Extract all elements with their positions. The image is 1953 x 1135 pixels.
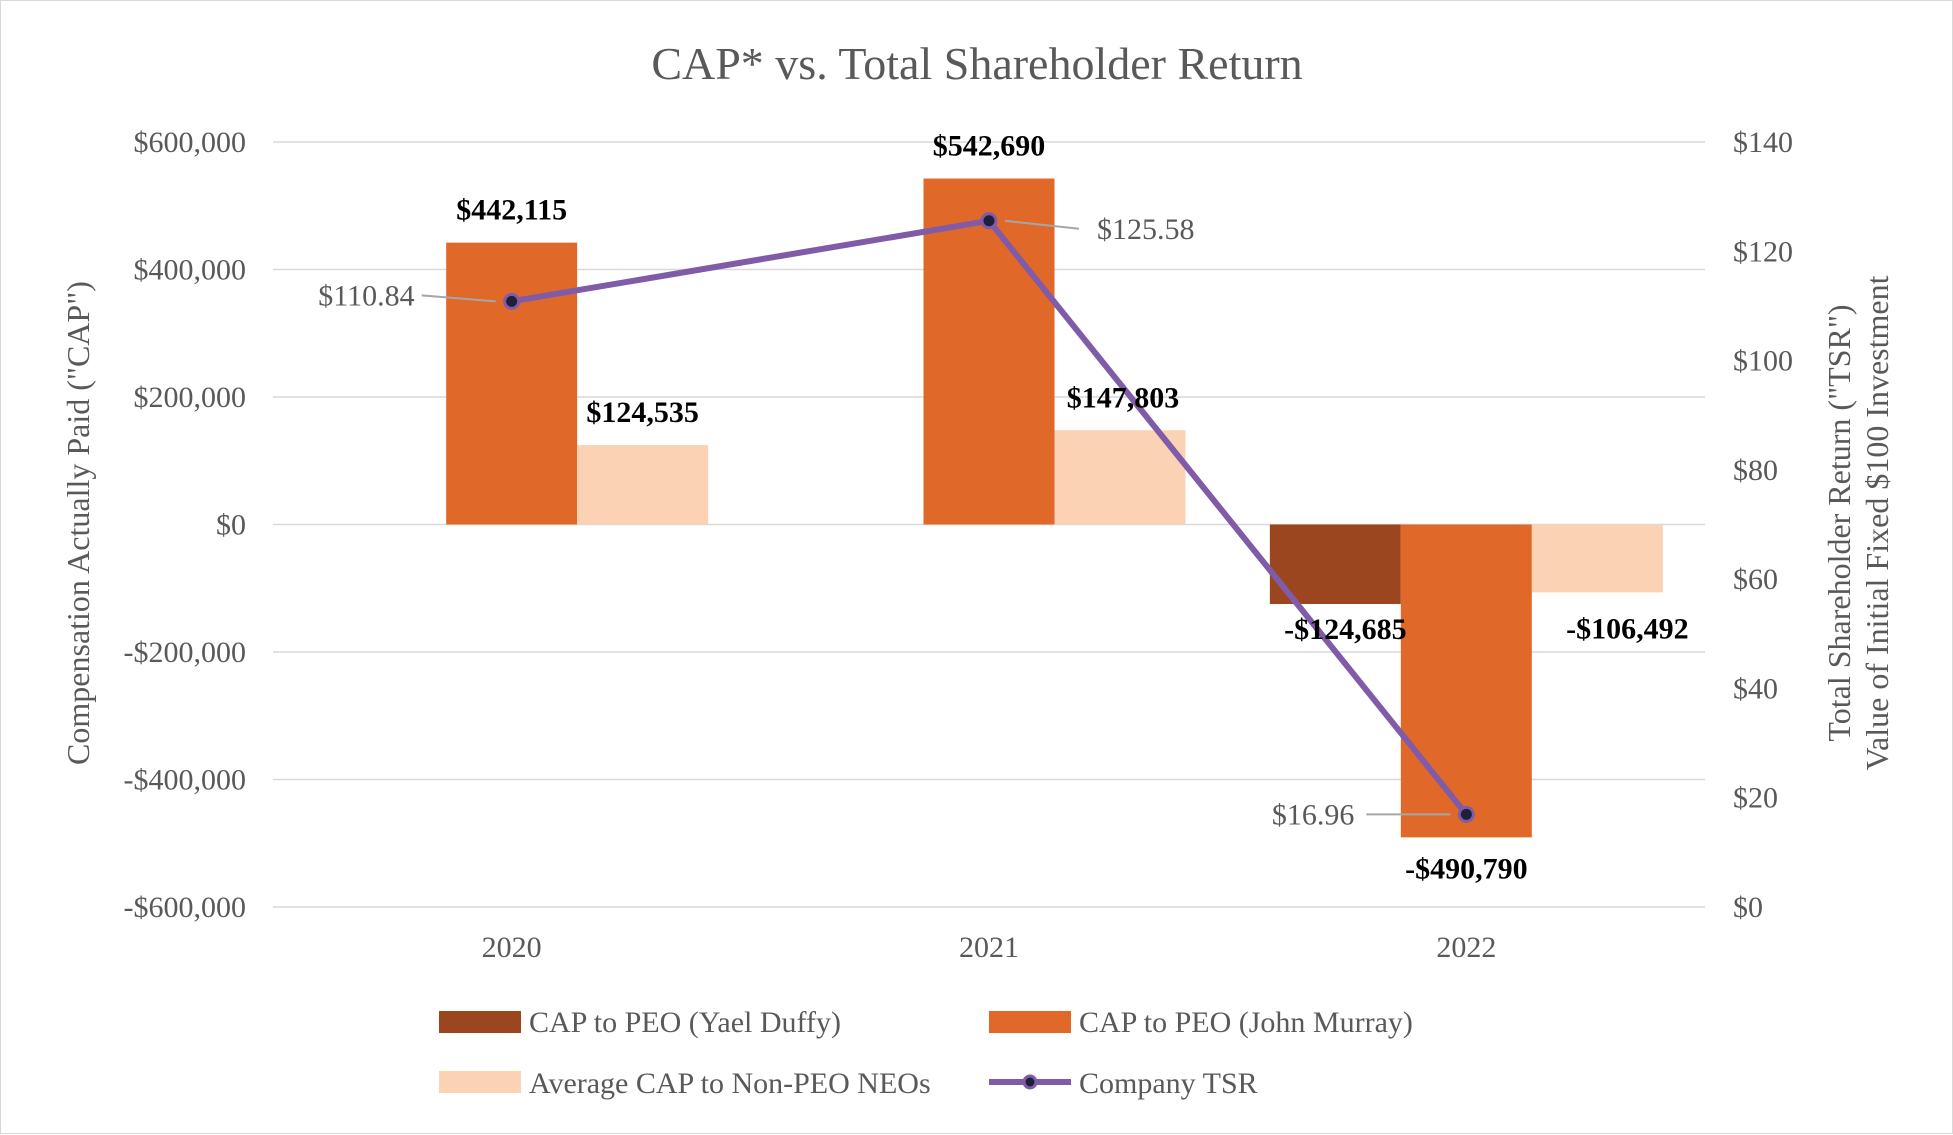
right-axis-ticks: $140 $120 $100 $80 $60 $40 $20 $0 — [1733, 126, 1793, 924]
y-tick-label: $600,000 — [134, 126, 247, 159]
legend-swatch-john-murray — [989, 1011, 1071, 1033]
y2-axis-title-line2: Value of Initial Fixed $100 Investment — [1859, 275, 1895, 770]
bar — [577, 445, 709, 525]
y2-tick-label: $80 — [1733, 454, 1778, 487]
legend-label-john-murray: CAP to PEO (John Murray) — [1079, 1006, 1413, 1039]
bar-data-label: -$106,492 — [1566, 612, 1689, 645]
y2-tick-label: $120 — [1733, 235, 1793, 268]
bar-data-label: $542,690 — [933, 130, 1046, 163]
y2-axis-title-line1: Total Shareholder Return ("TSR") — [1821, 304, 1857, 741]
legend: CAP to PEO (Yael Duffy) CAP to PEO (John… — [439, 1006, 1413, 1100]
bar-marks — [446, 178, 1663, 838]
legend-label-yael-duffy: CAP to PEO (Yael Duffy) — [529, 1006, 841, 1039]
tsr-data-label: $16.96 — [1272, 798, 1355, 831]
y-tick-label: $200,000 — [134, 381, 247, 414]
bar-data-label: -$124,685 — [1284, 613, 1407, 646]
y-tick-label: -$200,000 — [124, 636, 247, 669]
bar-data-label: -$490,790 — [1405, 852, 1528, 885]
tsr-leader-line — [1004, 219, 1080, 230]
y-axis-title: Compensation Actually Paid ("CAP") — [60, 281, 96, 765]
bar — [1054, 430, 1186, 525]
left-axis-ticks: $600,000 $400,000 $200,000 $0 -$200,000 -$400… — [124, 126, 247, 924]
data-labels: -$124,685 $442,115 $542,690 -$490,790 $124,5… — [318, 130, 1688, 886]
bar-data-label: $442,115 — [456, 194, 567, 227]
legend-marker-tsr — [1022, 1074, 1038, 1090]
bar — [446, 242, 578, 525]
y-tick-label: -$400,000 — [124, 764, 247, 797]
y-tick-label: -$600,000 — [124, 891, 247, 924]
legend-swatch-yael-duffy — [439, 1011, 521, 1033]
bar-data-label: $124,535 — [586, 396, 699, 429]
tsr-leader-line — [421, 294, 496, 303]
bar-data-label: $147,803 — [1067, 381, 1180, 414]
tsr-point — [980, 212, 998, 230]
tsr-data-label: $125.58 — [1097, 213, 1195, 246]
legend-swatch-non-peo — [439, 1071, 521, 1093]
y-tick-label: $0 — [216, 509, 246, 542]
bar — [1269, 524, 1401, 604]
y2-tick-label: $40 — [1733, 672, 1778, 705]
bar — [1400, 524, 1532, 838]
legend-label-tsr: Company TSR — [1079, 1067, 1258, 1100]
x-tick-label: 2021 — [959, 931, 1019, 964]
y2-tick-label: $60 — [1733, 563, 1778, 596]
x-tick-label: 2020 — [482, 931, 542, 964]
x-tick-label: 2022 — [1436, 931, 1496, 964]
y-tick-label: $400,000 — [134, 254, 247, 287]
y2-tick-label: $100 — [1733, 345, 1793, 378]
tsr-data-label: $110.84 — [318, 279, 414, 312]
y2-tick-label: $20 — [1733, 782, 1778, 815]
x-axis-ticks: 2020 2021 2022 — [482, 931, 1497, 964]
bar — [923, 178, 1055, 525]
legend-label-non-peo: Average CAP to Non-PEO NEOs — [529, 1067, 931, 1100]
tsr-point — [503, 292, 521, 310]
tsr-point — [1457, 805, 1475, 823]
bar — [1531, 524, 1663, 593]
y2-tick-label: $140 — [1733, 126, 1793, 159]
tsr-line-group — [421, 212, 1475, 823]
y2-tick-label: $0 — [1733, 891, 1763, 924]
chart-title: CAP* vs. Total Shareholder Return — [651, 38, 1302, 89]
